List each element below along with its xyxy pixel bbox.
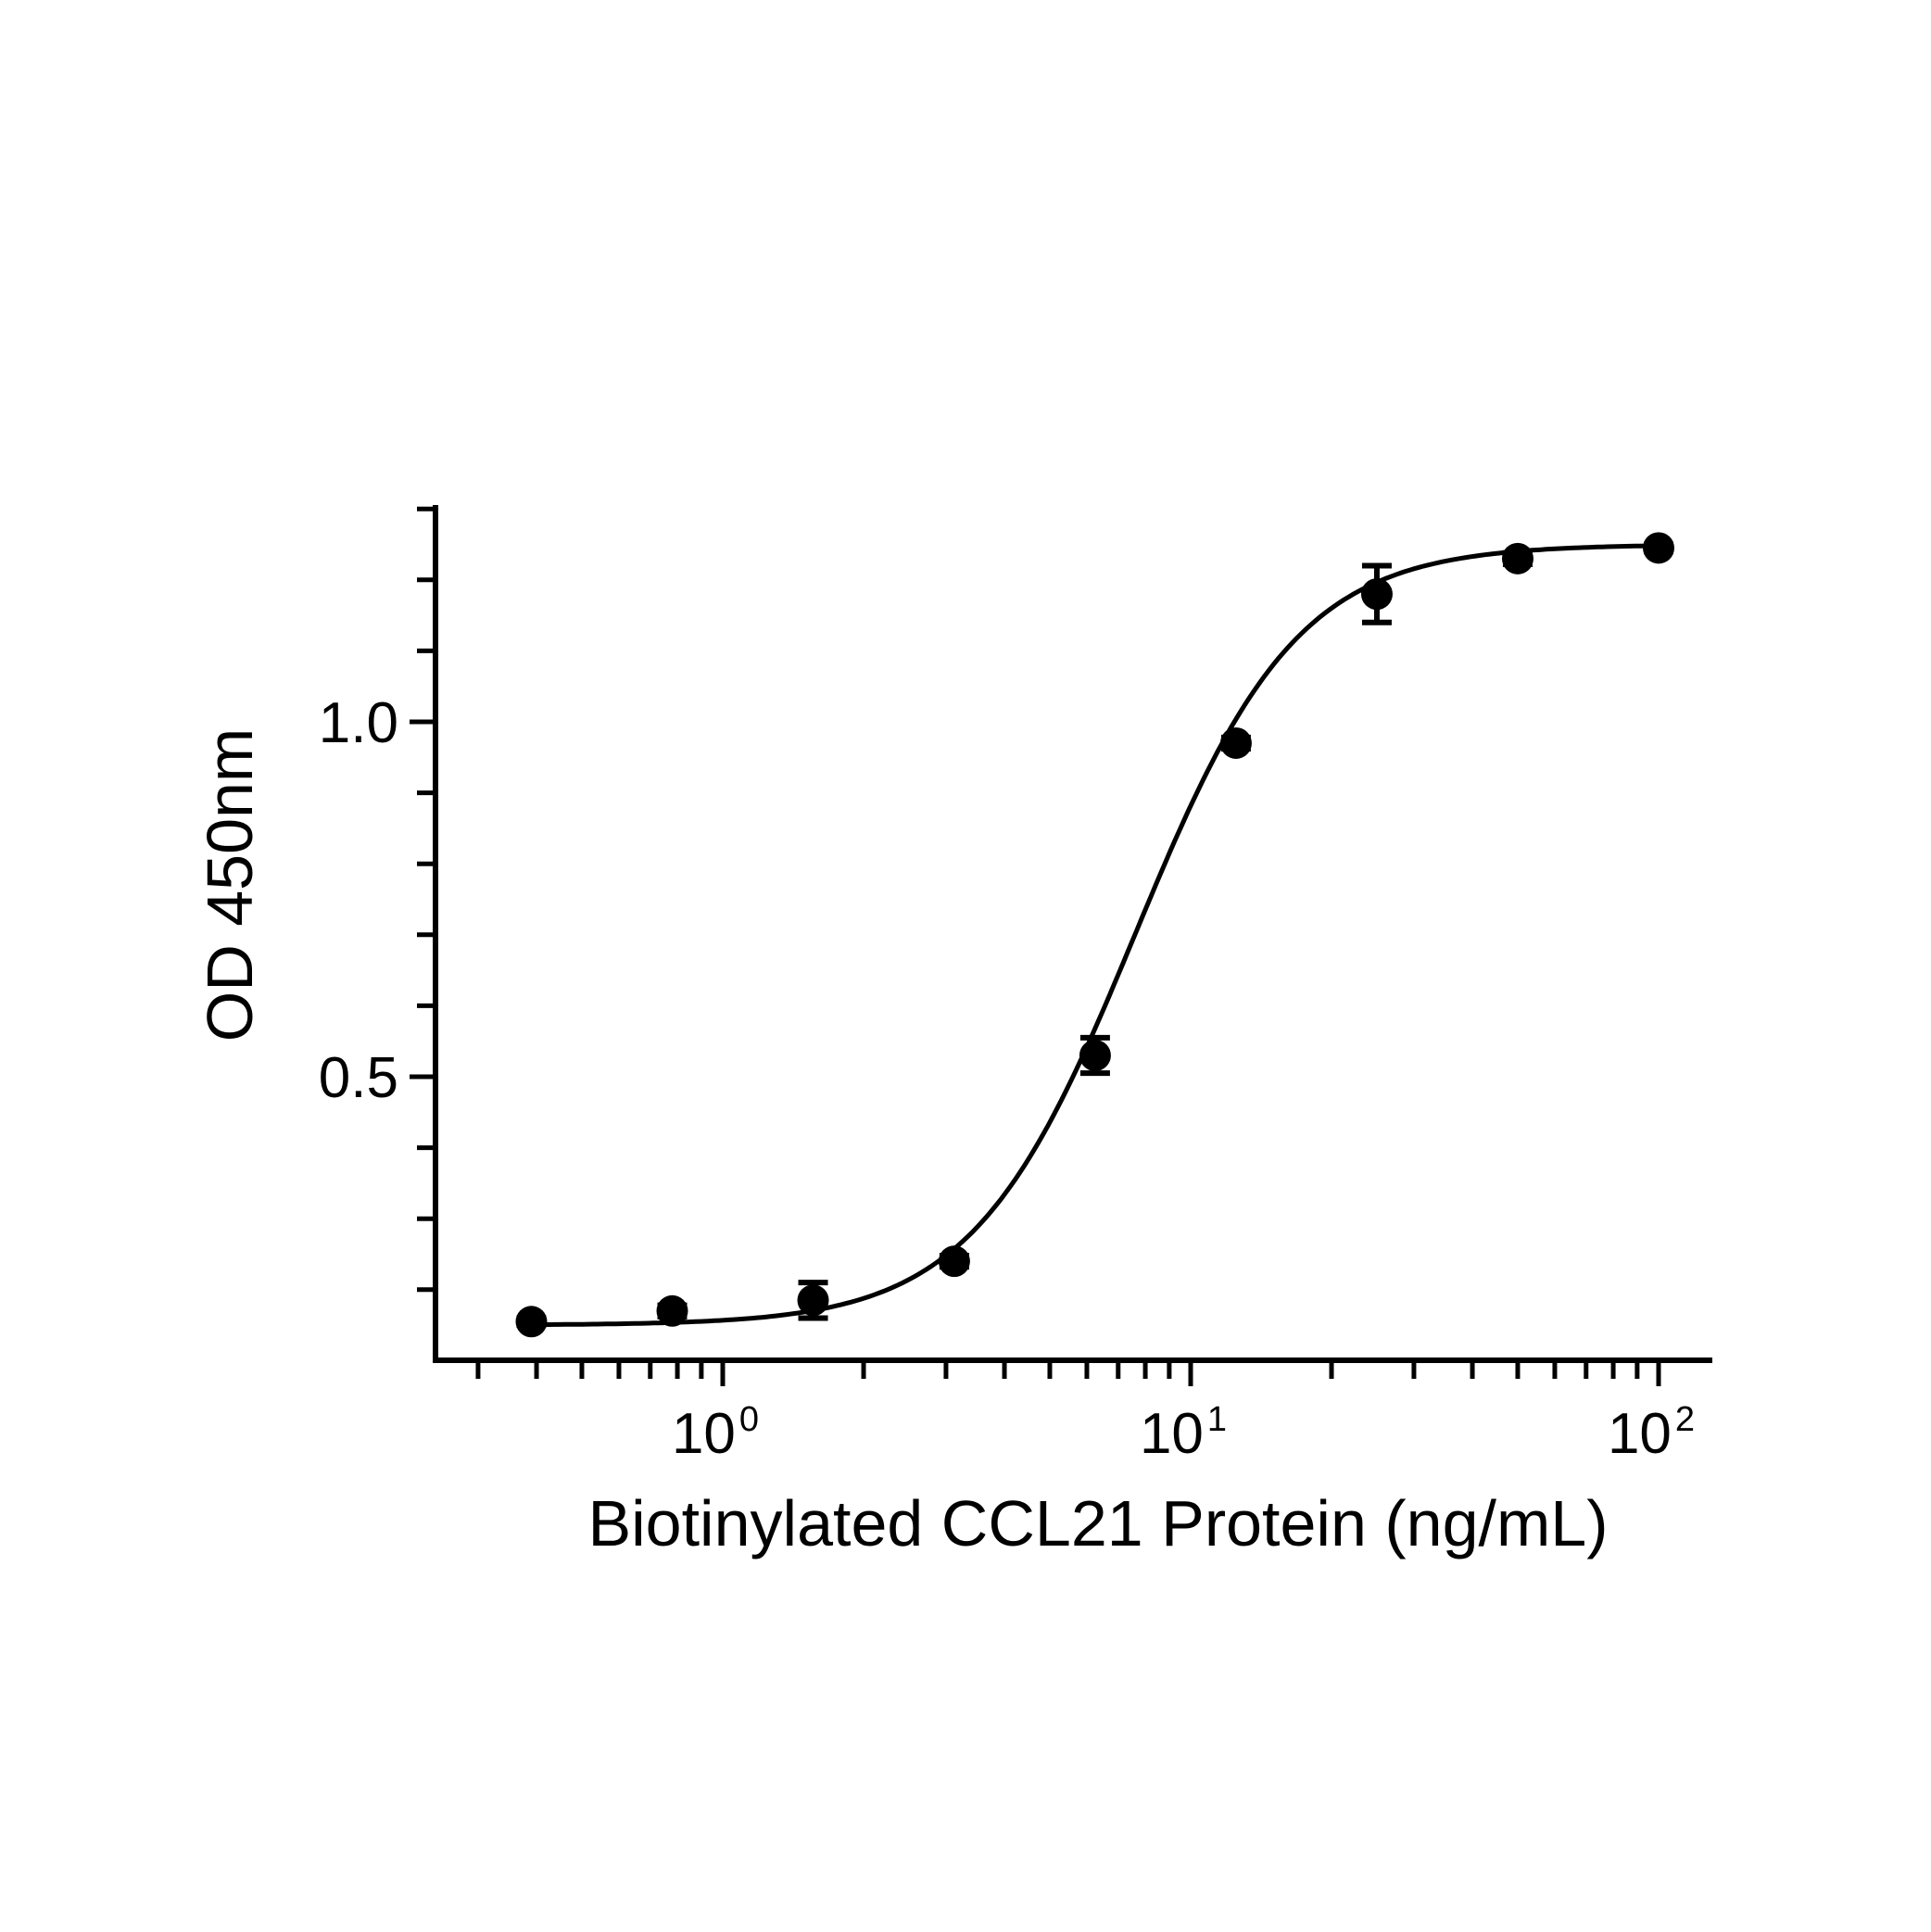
y-axis-title: OD 450nm bbox=[194, 728, 266, 1042]
data-marker bbox=[938, 1245, 970, 1278]
y-tick-label: 1.0 bbox=[319, 691, 398, 755]
data-marker bbox=[515, 1306, 548, 1338]
x-tick-label: 10 1 bbox=[1140, 1400, 1227, 1466]
data-point bbox=[1643, 532, 1674, 564]
x-tick-label: 10 2 bbox=[1608, 1400, 1695, 1466]
data-point bbox=[938, 1245, 970, 1278]
data-point bbox=[1501, 542, 1533, 575]
data-point bbox=[1079, 1034, 1111, 1077]
data-point bbox=[1360, 562, 1393, 625]
data-point bbox=[656, 1294, 688, 1327]
y-tick-label: 0.5 bbox=[319, 1046, 398, 1110]
y-axis-ticks: 0.5 1.0 bbox=[319, 506, 435, 1293]
data-marker bbox=[1501, 542, 1533, 575]
x-axis-ticks: 10 0 10 1 10 2 bbox=[475, 1360, 1695, 1466]
data-marker bbox=[656, 1294, 688, 1327]
x-tick-label: 10 0 bbox=[672, 1400, 759, 1466]
data-points-layer bbox=[515, 532, 1674, 1338]
data-marker bbox=[1079, 1040, 1111, 1072]
x-axis-title: Biotinylated CCL21 Protein (ng/mL) bbox=[587, 1487, 1608, 1559]
data-point bbox=[797, 1280, 829, 1321]
data-marker bbox=[1219, 726, 1252, 759]
data-marker bbox=[1643, 532, 1674, 564]
data-marker bbox=[1360, 578, 1393, 611]
data-point bbox=[515, 1306, 548, 1338]
fit-curve bbox=[531, 543, 1660, 1328]
data-point bbox=[1219, 726, 1252, 759]
fit-curve-layer bbox=[531, 543, 1660, 1328]
data-marker bbox=[797, 1284, 829, 1317]
axes-layer: 0.5 1.0 10 0 10 1 10 2 bbox=[319, 505, 1712, 1466]
